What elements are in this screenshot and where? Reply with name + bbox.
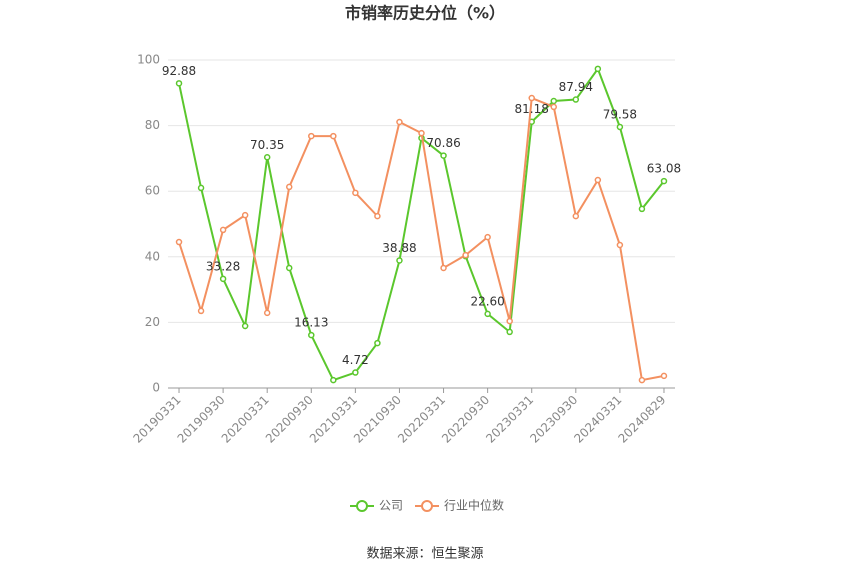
data-point xyxy=(660,177,668,185)
x-tick-label: 20240829 xyxy=(615,393,668,446)
data-point xyxy=(374,339,381,347)
data-point xyxy=(285,264,293,272)
data-point xyxy=(418,129,425,137)
data-label: 70.35 xyxy=(250,138,284,152)
data-point xyxy=(241,211,249,219)
data-point xyxy=(263,154,271,161)
source-note: 数据来源：恒生聚源 xyxy=(366,547,483,562)
legend-label: 行业中位数 xyxy=(444,498,504,513)
y-tick-label: 100 xyxy=(137,53,160,67)
data-label: 16.13 xyxy=(294,316,328,330)
data-point xyxy=(219,275,227,283)
data-label: 33.28 xyxy=(206,259,240,273)
legend-marker xyxy=(356,500,368,512)
data-point xyxy=(440,264,447,272)
data-point xyxy=(594,176,602,184)
data-label: 79.58 xyxy=(603,107,637,121)
data-point xyxy=(175,238,183,246)
data-point xyxy=(374,212,381,220)
data-point xyxy=(396,118,403,126)
data-point xyxy=(462,251,469,259)
data-point xyxy=(263,309,271,317)
data-label: 38.88 xyxy=(382,241,416,255)
series-line xyxy=(178,66,665,382)
data-point xyxy=(219,226,227,234)
y-tick-label: 20 xyxy=(145,315,160,329)
data-label: 87.94 xyxy=(559,80,593,94)
y-tick-label: 0 xyxy=(152,381,160,395)
data-point xyxy=(638,205,646,213)
data-label: 22.60 xyxy=(470,294,504,308)
data-point xyxy=(572,96,580,103)
data-point xyxy=(396,257,403,264)
data-point xyxy=(638,376,646,384)
data-point xyxy=(550,97,558,105)
data-label: 70.86 xyxy=(426,136,460,150)
data-point xyxy=(550,103,558,111)
data-point xyxy=(506,317,513,325)
data-point xyxy=(484,233,491,241)
data-point xyxy=(572,212,580,220)
y-tick-label: 60 xyxy=(145,184,160,198)
data-point xyxy=(352,369,359,376)
data-point xyxy=(197,184,205,192)
y-tick-label: 40 xyxy=(145,249,160,263)
data-point xyxy=(285,183,293,191)
data-label: 63.08 xyxy=(647,162,681,176)
data-point xyxy=(594,65,602,73)
data-point xyxy=(175,80,183,87)
data-point xyxy=(308,132,315,140)
data-point xyxy=(330,132,337,140)
legend-marker xyxy=(421,500,433,512)
data-point xyxy=(440,152,447,159)
data-label: 92.88 xyxy=(162,64,196,78)
y-tick-label: 80 xyxy=(145,118,160,132)
data-point xyxy=(660,372,668,380)
data-point xyxy=(528,94,535,102)
data-point xyxy=(506,328,513,336)
data-point xyxy=(484,310,491,318)
chart-title: 市销率历史分位（%） xyxy=(345,4,505,23)
data-label: 81.18 xyxy=(515,102,549,116)
data-point xyxy=(616,241,624,249)
data-point xyxy=(308,331,315,339)
data-point xyxy=(197,307,205,315)
data-point xyxy=(241,322,249,330)
data-label: 4.72 xyxy=(342,353,369,367)
legend-label: 公司 xyxy=(379,499,403,513)
data-point xyxy=(330,376,337,384)
data-point xyxy=(616,123,624,131)
data-point xyxy=(352,189,359,197)
